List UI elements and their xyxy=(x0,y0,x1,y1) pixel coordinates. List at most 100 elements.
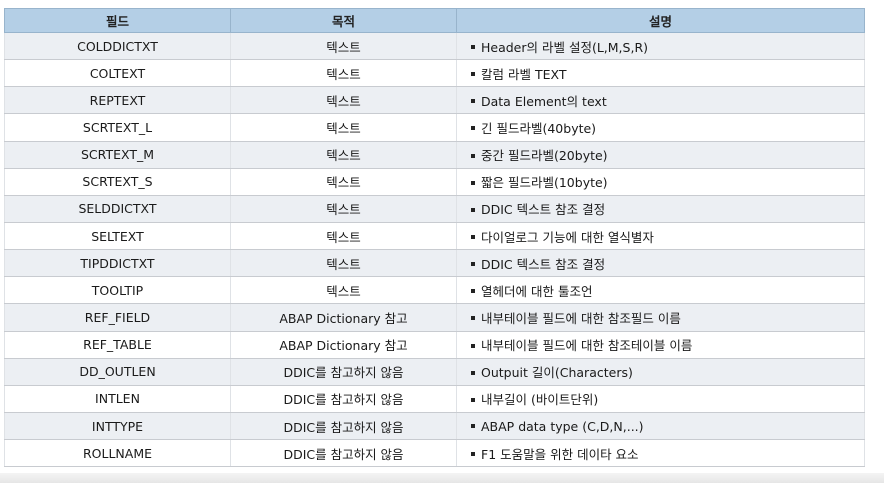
table-row: DD_OUTLEN DDIC를 참고하지 않음 Outpuit 길이(Charact… xyxy=(4,357,865,386)
bullet-icon xyxy=(471,126,475,131)
table-row: COLDDICTXT 텍스트 Header의 라벨 설정(L,M,S,R) xyxy=(4,31,865,61)
description-cell: 열헤더에 대한 툴조언 xyxy=(456,276,865,305)
description-text: 열헤더에 대한 툴조언 xyxy=(481,283,593,299)
field-cell: SCRTEXT_L xyxy=(4,113,231,142)
table-row: REPTEXT 텍스트 Data Element의 text xyxy=(4,86,865,115)
table-row: TIPDDICTXT 텍스트 DDIC 텍스트 참조 결정 xyxy=(4,249,865,278)
field-cell: INTTYPE xyxy=(4,411,231,441)
description-text: F1 도움말을 위한 데이타 요소 xyxy=(481,446,639,462)
bottom-shadow xyxy=(0,473,884,483)
description-cell: Data Element의 text xyxy=(456,86,865,115)
description-cell: 다이얼로그 기능에 대한 열식별자 xyxy=(456,221,865,251)
purpose-cell: DDIC를 참고하지 않음 xyxy=(230,357,457,386)
description-text: DDIC 텍스트 참조 결정 xyxy=(481,256,606,272)
field-cell: DD_OUTLEN xyxy=(4,357,231,386)
description-text: 다이얼로그 기능에 대한 열식별자 xyxy=(481,229,654,245)
description-cell: 내부길이 (바이트단위) xyxy=(456,384,865,413)
description-text: 긴 필드라벨(40byte) xyxy=(481,120,597,136)
field-cell: SELTEXT xyxy=(4,221,231,251)
field-cell: SCRTEXT_M xyxy=(4,140,231,169)
description-cell: Header의 라벨 설정(L,M,S,R) xyxy=(456,31,865,61)
description-text: ABAP data type (C,D,N,...) xyxy=(481,418,644,434)
field-catalog-table: 필드 목적 설명 COLDDICTXT 텍스트 Header의 라벨 설정(L,M,… xyxy=(4,8,865,468)
purpose-cell: 텍스트 xyxy=(230,249,457,278)
bullet-icon xyxy=(471,397,475,402)
header-field: 필드 xyxy=(4,8,231,33)
purpose-cell: 텍스트 xyxy=(230,276,457,305)
purpose-cell: 텍스트 xyxy=(230,31,457,61)
table-row: INTLEN DDIC를 참고하지 않음 내부길이 (바이트단위) xyxy=(4,384,865,413)
description-text: DDIC 텍스트 참조 결정 xyxy=(481,202,606,218)
bullet-icon xyxy=(471,343,475,348)
bullet-icon xyxy=(471,45,475,50)
description-cell: 칼럼 라벨 TEXT xyxy=(456,59,865,88)
table-row: ROLLNAME DDIC를 참고하지 않음 F1 도움말을 위한 데이타 요소 xyxy=(4,439,865,468)
field-cell: REF_TABLE xyxy=(4,330,231,359)
purpose-cell: 텍스트 xyxy=(230,113,457,142)
description-cell: 중간 필드라벨(20byte) xyxy=(456,140,865,169)
table-row: REF_FIELD ABAP Dictionary 참고 내부테이블 필드에 대한 … xyxy=(4,303,865,332)
description-cell: DDIC 텍스트 참조 결정 xyxy=(456,249,865,278)
table-row: SCRTEXT_S 텍스트 짧은 필드라벨(10byte) xyxy=(4,167,865,196)
purpose-cell: 텍스트 xyxy=(230,167,457,196)
bullet-icon xyxy=(471,207,475,212)
bullet-icon xyxy=(471,370,475,375)
bullet-icon xyxy=(471,180,475,185)
bullet-icon xyxy=(471,153,475,158)
description-cell: 내부테이블 필드에 대한 참조테이블 이름 xyxy=(456,330,865,359)
bullet-icon xyxy=(471,452,475,457)
purpose-cell: 텍스트 xyxy=(230,86,457,115)
bullet-icon xyxy=(471,99,475,104)
table-row: REF_TABLE ABAP Dictionary 참고 내부테이블 필드에 대한 … xyxy=(4,330,865,359)
purpose-cell: ABAP Dictionary 참고 xyxy=(230,330,457,359)
description-cell: DDIC 텍스트 참조 결정 xyxy=(456,194,865,223)
description-cell: F1 도움말을 위한 데이타 요소 xyxy=(456,439,865,468)
description-text: 내부길이 (바이트단위) xyxy=(481,392,599,408)
description-cell: 내부테이블 필드에 대한 참조필드 이름 xyxy=(456,303,865,332)
field-cell: TIPDDICTXT xyxy=(4,249,231,278)
bullet-icon xyxy=(471,316,475,321)
table-row: SELTEXT 텍스트 다이얼로그 기능에 대한 열식별자 xyxy=(4,221,865,251)
description-text: 짧은 필드라벨(10byte) xyxy=(481,175,608,191)
field-cell: SCRTEXT_S xyxy=(4,167,231,196)
description-cell: ABAP data type (C,D,N,...) xyxy=(456,411,865,441)
purpose-cell: DDIC를 참고하지 않음 xyxy=(230,411,457,441)
purpose-cell: DDIC를 참고하지 않음 xyxy=(230,439,457,468)
header-description: 설명 xyxy=(456,8,865,33)
field-cell: ROLLNAME xyxy=(4,439,231,468)
table-row: INTTYPE DDIC를 참고하지 않음 ABAP data type (C,D,… xyxy=(4,411,865,441)
bullet-icon xyxy=(471,72,475,77)
table-row: TOOLTIP 텍스트 열헤더에 대한 툴조언 xyxy=(4,276,865,305)
table-row: SCRTEXT_M 텍스트 중간 필드라벨(20byte) xyxy=(4,140,865,169)
description-text: Outpuit 길이(Characters) xyxy=(481,365,633,381)
purpose-cell: 텍스트 xyxy=(230,59,457,88)
bullet-icon xyxy=(471,235,475,240)
bullet-icon xyxy=(471,424,475,429)
table-row: SCRTEXT_L 텍스트 긴 필드라벨(40byte) xyxy=(4,113,865,142)
description-cell: 긴 필드라벨(40byte) xyxy=(456,113,865,142)
bullet-icon xyxy=(471,289,475,294)
field-cell: INTLEN xyxy=(4,384,231,413)
description-text: 칼럼 라벨 TEXT xyxy=(481,66,567,82)
purpose-cell: 텍스트 xyxy=(230,221,457,251)
table-body: COLDDICTXT 텍스트 Header의 라벨 설정(L,M,S,R) COLTE… xyxy=(4,31,865,468)
description-text: 내부테이블 필드에 대한 참조필드 이름 xyxy=(481,310,681,326)
description-cell: 짧은 필드라벨(10byte) xyxy=(456,167,865,196)
field-cell: REF_FIELD xyxy=(4,303,231,332)
field-cell: COLTEXT xyxy=(4,59,231,88)
purpose-cell: 텍스트 xyxy=(230,140,457,169)
description-cell: Outpuit 길이(Characters) xyxy=(456,357,865,386)
purpose-cell: DDIC를 참고하지 않음 xyxy=(230,384,457,413)
table-row: SELDDICTXT 텍스트 DDIC 텍스트 참조 결정 xyxy=(4,194,865,223)
purpose-cell: 텍스트 xyxy=(230,194,457,223)
table-row: COLTEXT 텍스트 칼럼 라벨 TEXT xyxy=(4,59,865,88)
header-purpose: 목적 xyxy=(230,8,457,33)
description-text: Data Element의 text xyxy=(481,93,607,109)
field-cell: REPTEXT xyxy=(4,86,231,115)
field-cell: SELDDICTXT xyxy=(4,194,231,223)
description-text: 내부테이블 필드에 대한 참조테이블 이름 xyxy=(481,338,693,354)
header-row: 필드 목적 설명 xyxy=(4,8,865,33)
field-cell: TOOLTIP xyxy=(4,276,231,305)
description-text: 중간 필드라벨(20byte) xyxy=(481,148,608,164)
bullet-icon xyxy=(471,262,475,267)
